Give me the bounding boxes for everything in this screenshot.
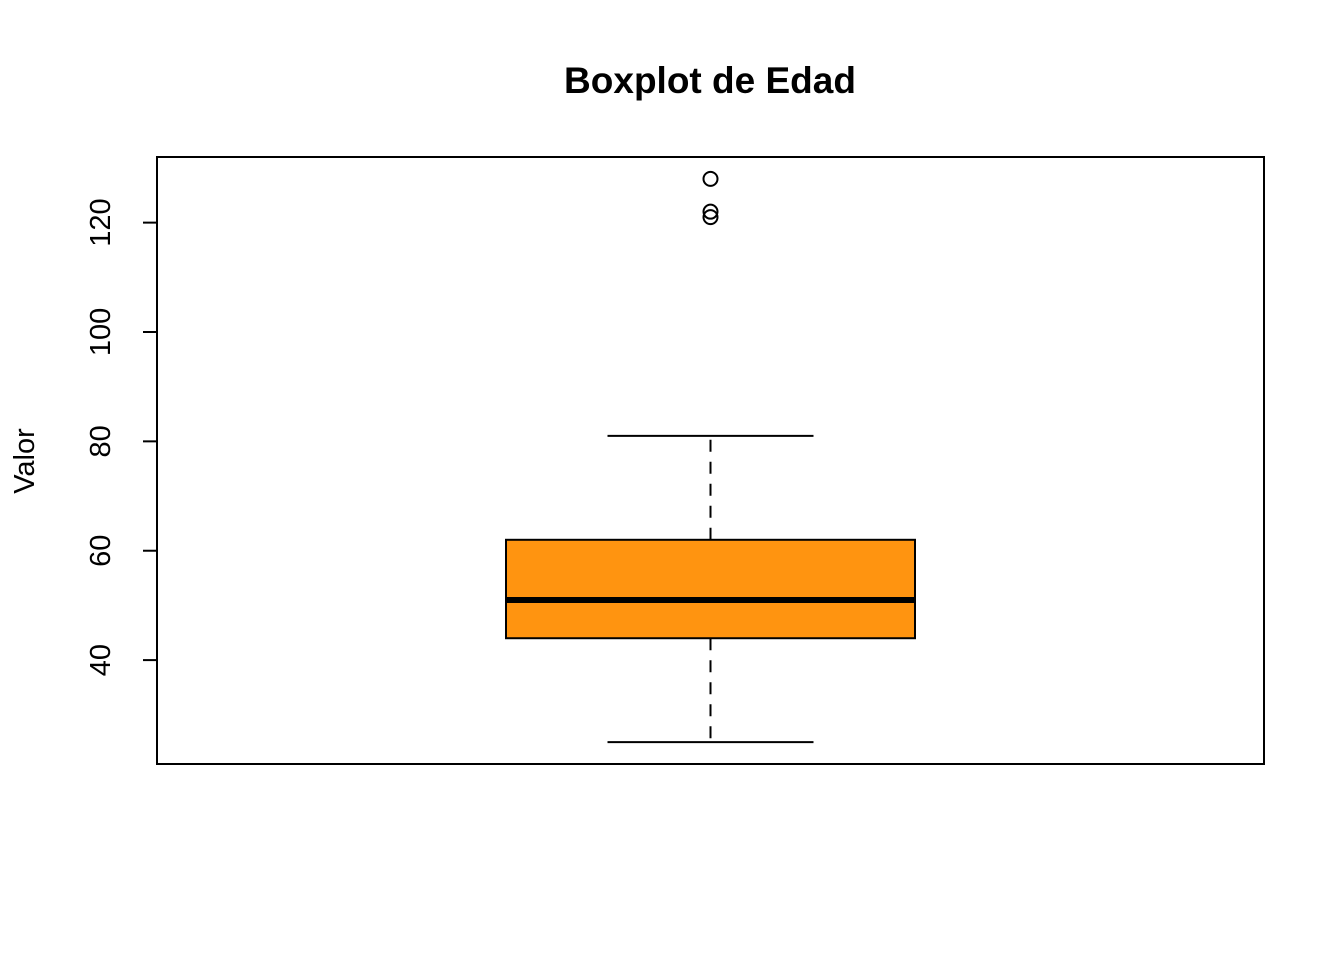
- y-tick-label: 60: [85, 535, 117, 567]
- plot-frame: [156, 156, 1265, 765]
- y-tick-label: 40: [85, 644, 117, 676]
- chart-title: Boxplot de Edad: [564, 60, 856, 101]
- outlier-point: [702, 170, 719, 187]
- y-tick-label: 120: [85, 198, 117, 246]
- y-axis: 40 60 80 100 120: [85, 198, 158, 676]
- box-iqr: [505, 538, 916, 640]
- box-group: [505, 170, 916, 744]
- y-tick-label: 80: [85, 425, 117, 457]
- outlier-point: [702, 209, 719, 226]
- outlier-point: [702, 203, 719, 220]
- y-tick-label: 100: [85, 308, 117, 356]
- y-axis-label: Valor: [9, 428, 41, 494]
